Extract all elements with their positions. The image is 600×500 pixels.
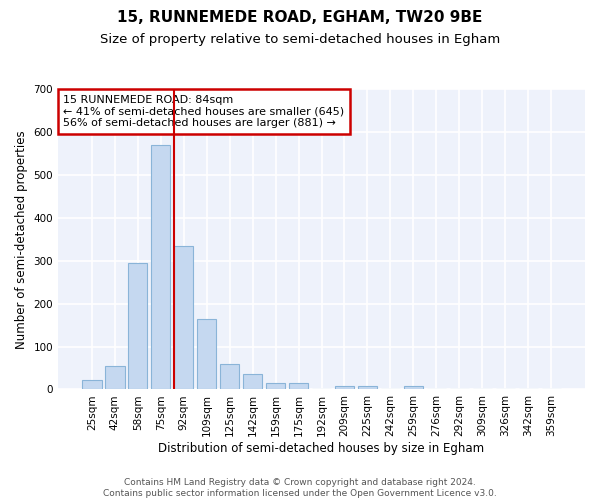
X-axis label: Distribution of semi-detached houses by size in Egham: Distribution of semi-detached houses by … <box>158 442 485 455</box>
Bar <box>358 386 377 390</box>
Bar <box>105 366 125 390</box>
Bar <box>404 386 423 390</box>
Text: Contains HM Land Registry data © Crown copyright and database right 2024.
Contai: Contains HM Land Registry data © Crown c… <box>103 478 497 498</box>
Bar <box>243 374 262 390</box>
Text: Size of property relative to semi-detached houses in Egham: Size of property relative to semi-detach… <box>100 32 500 46</box>
Bar <box>289 384 308 390</box>
Bar <box>220 364 239 390</box>
Bar <box>335 386 354 390</box>
Bar <box>266 383 286 390</box>
Bar <box>151 145 170 390</box>
Bar <box>197 318 217 390</box>
Y-axis label: Number of semi-detached properties: Number of semi-detached properties <box>15 130 28 348</box>
Text: 15, RUNNEMEDE ROAD, EGHAM, TW20 9BE: 15, RUNNEMEDE ROAD, EGHAM, TW20 9BE <box>118 10 482 25</box>
Bar <box>128 263 148 390</box>
Bar <box>82 380 101 390</box>
Text: 15 RUNNEMEDE ROAD: 84sqm
← 41% of semi-detached houses are smaller (645)
56% of : 15 RUNNEMEDE ROAD: 84sqm ← 41% of semi-d… <box>64 95 344 128</box>
Bar <box>174 246 193 390</box>
